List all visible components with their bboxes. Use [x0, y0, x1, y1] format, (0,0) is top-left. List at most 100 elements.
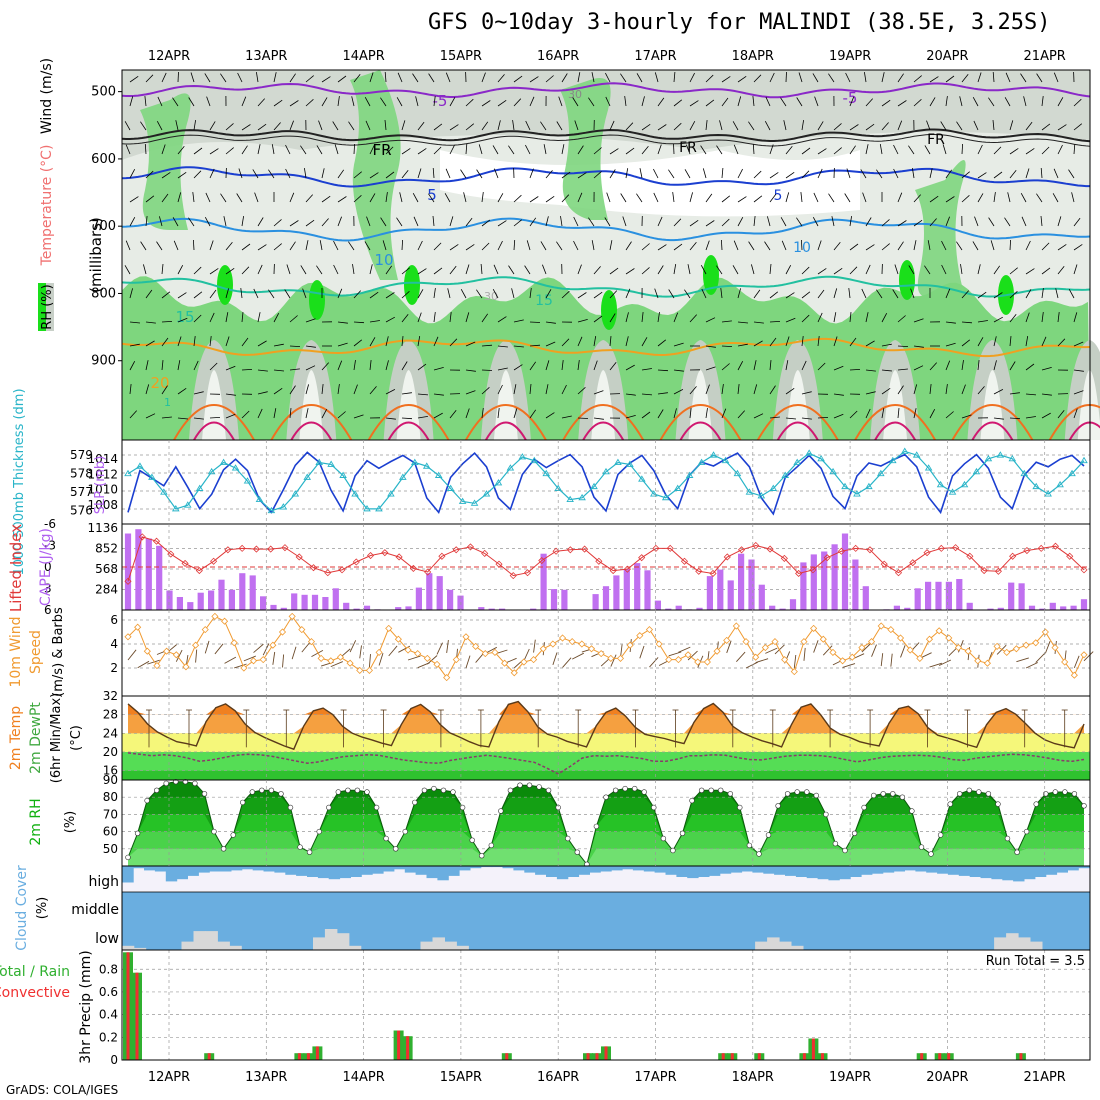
rh-point — [603, 794, 609, 800]
y-tick-label: 0.8 — [99, 962, 118, 976]
isotherm-label: 10 — [374, 251, 393, 269]
wind-barb — [433, 242, 442, 251]
rh-point — [1043, 791, 1049, 797]
wind-barb — [993, 336, 997, 347]
wind-barb — [257, 312, 261, 323]
cape-bar — [1028, 605, 1036, 610]
cloud-low-bar — [456, 945, 469, 950]
thickness-point — [315, 458, 323, 465]
isotherm-label: 15 — [175, 308, 194, 326]
wind-speed-point — [655, 640, 663, 648]
cloud-high-bar — [774, 866, 786, 875]
cloud-low-bar — [1018, 937, 1031, 950]
wind-barb — [209, 417, 221, 419]
wind-barb — [257, 264, 263, 275]
lifted-index-point — [937, 544, 945, 552]
cloud-high-bar — [1024, 866, 1036, 880]
wind-barb — [913, 384, 918, 395]
wind-barb — [864, 72, 867, 83]
wind-barb — [481, 344, 493, 347]
wind-barb-10m — [195, 649, 198, 663]
wind-barb — [193, 417, 204, 420]
wind-speed-point — [124, 633, 132, 641]
wind-barb — [273, 387, 283, 395]
isotherm-line — [679, 421, 722, 441]
wind-speed-point — [346, 659, 354, 667]
cloud-low-bar — [1006, 933, 1019, 950]
wind-barb — [257, 123, 267, 131]
wind-barb — [188, 217, 195, 227]
wind-barb — [1057, 216, 1062, 227]
wind-barb — [273, 219, 282, 227]
wind-barb — [289, 368, 300, 371]
wind-barb — [252, 169, 259, 179]
wind-barb-10m — [765, 647, 778, 654]
wind-speed-point — [259, 656, 267, 664]
precip-bar-convective — [947, 1053, 951, 1060]
wind-speed-point — [510, 669, 518, 677]
wind-barb — [143, 264, 147, 275]
cape-bar — [457, 595, 464, 610]
wind-barb — [801, 147, 811, 155]
wind-barb — [764, 241, 771, 251]
run-total-label: Run Total = 3.5 — [986, 954, 1085, 969]
thickness-point — [494, 479, 503, 486]
cape-bar — [447, 589, 454, 610]
wind-barb — [352, 264, 355, 275]
wind-barb — [305, 365, 316, 371]
wind-barb — [702, 168, 707, 179]
wind-barb — [417, 416, 428, 419]
wind-speed-point — [790, 668, 798, 676]
wind-barb — [945, 360, 951, 371]
wind-barb — [748, 241, 755, 251]
wind-barb — [124, 121, 131, 131]
rh-saturated-pocket — [404, 265, 420, 305]
wind-barb — [481, 219, 491, 227]
wind-speed-point — [626, 641, 634, 649]
y-axis-label-cape: CAPE (J/kg) — [38, 528, 54, 606]
rh-point — [631, 785, 638, 792]
y-axis-label-temp: 2m Temp — [8, 706, 24, 770]
wind-barb — [593, 360, 598, 371]
wind-barb — [609, 290, 618, 299]
wind-barb — [700, 265, 707, 275]
wind-barb — [705, 193, 713, 203]
wind-barb — [641, 146, 649, 155]
isotherm-line — [562, 404, 645, 441]
wind-barb — [912, 168, 915, 179]
wind-barb — [1009, 336, 1012, 347]
thickness-point — [984, 454, 993, 462]
wind-barb — [480, 263, 483, 275]
wind-barb — [417, 121, 425, 131]
lifted-index-point — [267, 545, 275, 553]
wind-barb — [769, 193, 777, 203]
wind-barb — [993, 389, 1004, 395]
isotherm-line — [951, 404, 1034, 441]
wind-barb — [337, 342, 348, 347]
wind-speed-point — [288, 612, 296, 620]
wind-barb — [865, 408, 871, 419]
wind-barb — [193, 314, 202, 323]
thickness-point — [1068, 469, 1076, 477]
wind-barb — [273, 369, 285, 372]
cape-bar — [270, 604, 277, 610]
cloud-high-bar — [785, 866, 797, 876]
wind-barb — [369, 172, 379, 179]
wind-barb — [1073, 123, 1083, 131]
cloud-low-bar — [336, 933, 350, 950]
wind-barb — [318, 120, 323, 131]
wind-barb — [529, 409, 537, 419]
wind-barb — [657, 265, 664, 275]
cloud-low-bar — [432, 937, 445, 950]
wind-barb — [765, 96, 771, 107]
wind-barb — [881, 72, 885, 83]
cloud-high-bar — [383, 866, 395, 872]
wind-barb — [433, 288, 436, 299]
wind-barb — [225, 267, 235, 275]
isotherm-label: 20 — [150, 374, 169, 392]
wind-barb — [225, 123, 234, 131]
wind-barb — [193, 147, 203, 155]
thickness-point — [279, 503, 288, 510]
wind-barb — [876, 289, 883, 299]
